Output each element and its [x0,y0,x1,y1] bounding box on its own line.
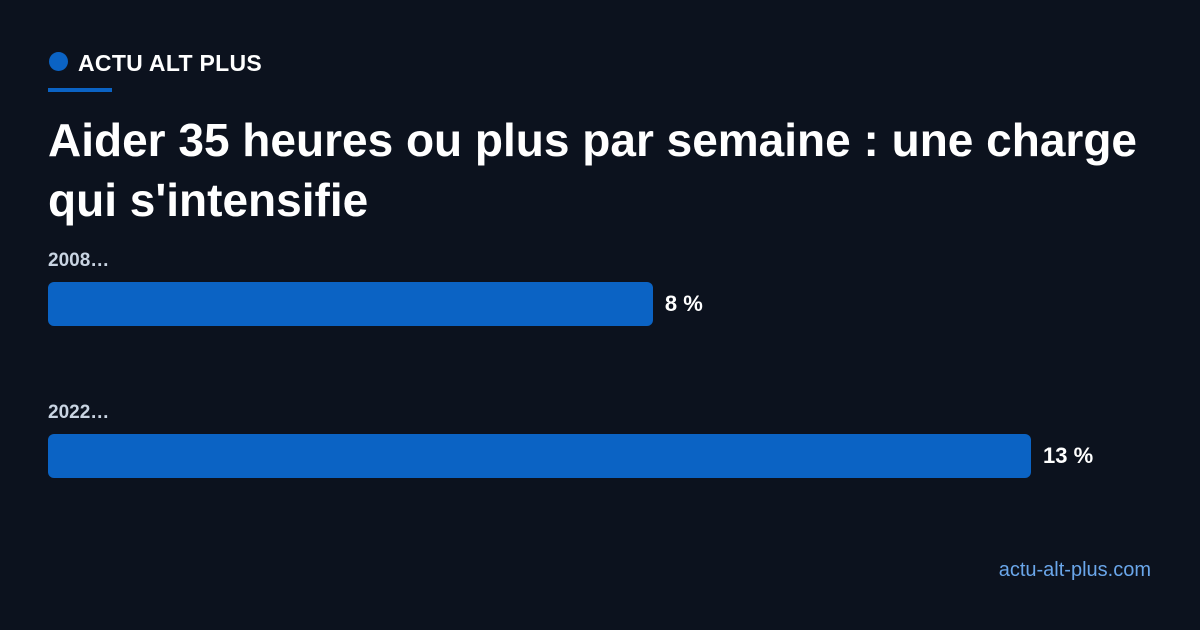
site-url: actu-alt-plus.com [998,559,1151,581]
brand-rule [48,88,112,92]
value-label: 13 % [1043,443,1094,468]
brand: ACTU ALT PLUS [78,50,263,76]
category-label: 2022… [48,402,110,423]
chart-title: Aider 35 heures ou plus par semaine : un… [48,114,1138,226]
bar [48,434,1031,478]
category-label: 2008… [48,250,110,271]
bar [48,282,653,326]
value-label: 8 % [664,291,703,316]
brand-dot [49,52,68,71]
